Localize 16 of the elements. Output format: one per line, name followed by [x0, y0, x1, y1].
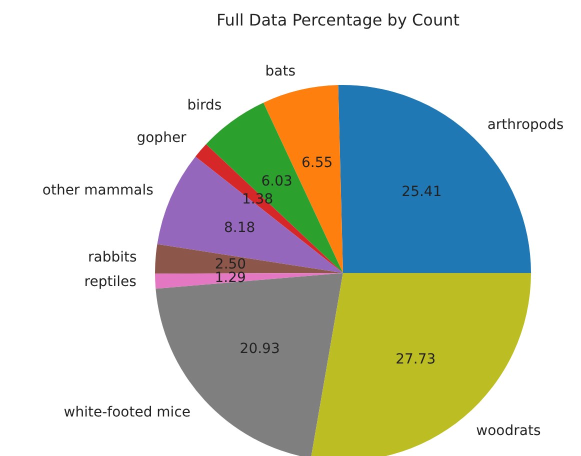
slice-label: woodrats — [476, 423, 541, 440]
slice-label: arthropods — [487, 116, 564, 133]
data-label: 6.55 — [302, 155, 333, 172]
slice-label: bats — [265, 64, 296, 80]
slice-label: birds — [187, 98, 222, 114]
slice-label: reptiles — [84, 274, 136, 290]
data-label: 6.03 — [261, 174, 292, 190]
data-label: 20.93 — [240, 341, 280, 358]
slice-label: rabbits — [88, 249, 137, 266]
slice-label: gopher — [136, 130, 187, 146]
data-label: 25.41 — [402, 184, 442, 200]
data-label: 8.18 — [224, 220, 256, 236]
slice-label: white-footed mice — [64, 404, 191, 421]
slice-label: other mammals — [42, 182, 154, 198]
chart-title: Full Data Percentage by Count — [216, 10, 460, 30]
data-label: 27.73 — [396, 351, 436, 368]
